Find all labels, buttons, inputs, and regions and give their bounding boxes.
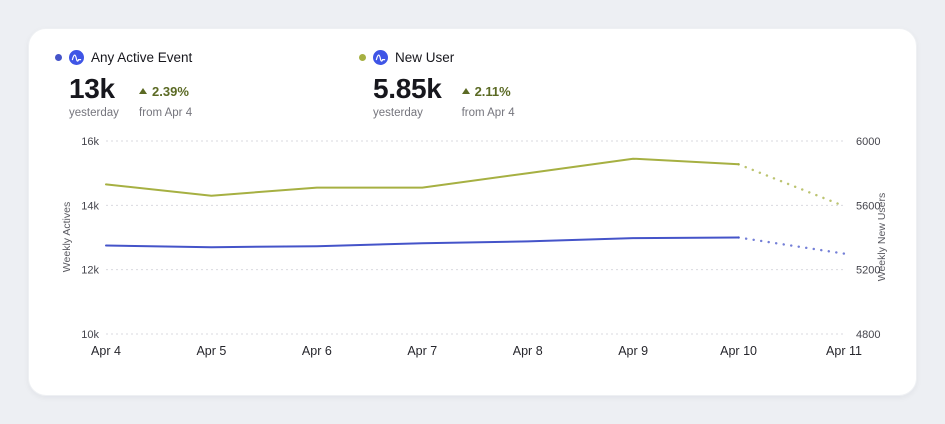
metric-change-value: 2.11% <box>474 83 511 99</box>
right-axis-tick: 5200 <box>856 265 880 277</box>
metric: 5.85k 2.11% yesterday from Apr 4 <box>373 73 515 119</box>
metric-change: 2.39% <box>139 84 189 99</box>
metric-value: 5.85k <box>373 73 442 104</box>
legend-item-any-active-event[interactable]: Any Active Event <box>55 47 192 67</box>
left-axis-tick: 14k <box>81 200 99 212</box>
metric-period: yesterday <box>373 107 423 119</box>
series-summary-any-active-event: Any Active Event 13k 2.39% yesterday fro… <box>55 47 192 119</box>
legend-label: Any Active Event <box>91 49 193 65</box>
metric-value: 13k <box>69 73 115 104</box>
left-axis-tick: 12k <box>81 265 99 277</box>
x-axis-tick: Apr 7 <box>407 344 437 358</box>
legend-dot <box>359 53 366 61</box>
metric-compare: from Apr 4 <box>139 107 193 119</box>
right-axis-tick: 5600 <box>856 200 880 212</box>
legend-dot <box>55 53 62 61</box>
left-axis-tick: 10k <box>81 329 99 341</box>
up-arrow-icon <box>139 88 148 94</box>
chart-area[interactable]: Weekly Actives Weekly New Users 16k 14k 12… <box>29 133 918 383</box>
series-line-dashed-any-active-event[interactable] <box>737 236 846 255</box>
left-axis-tick: 16k <box>81 136 99 148</box>
amplitude-icon <box>69 49 84 65</box>
x-axis-tick: Apr 8 <box>513 344 543 358</box>
series-line-new-user[interactable] <box>105 157 740 197</box>
right-axis-tick: 6000 <box>856 136 880 148</box>
metric-compare: from Apr 4 <box>461 107 515 119</box>
x-axis-tick: Apr 11 <box>826 344 862 358</box>
series-summary-new-user: New User 5.85k 2.11% yesterday from Apr … <box>359 47 515 119</box>
metric-period: yesterday <box>69 107 119 119</box>
metric-change-value: 2.39% <box>152 83 189 99</box>
right-axis-tick: 4800 <box>856 329 880 341</box>
x-axis-tick: Apr 9 <box>618 344 648 358</box>
x-axis-tick: Apr 4 <box>91 344 121 358</box>
legend-label: New User <box>395 49 455 65</box>
x-axis-tick: Apr 5 <box>196 344 226 358</box>
series-line-dashed-new-user[interactable] <box>737 163 846 208</box>
line-chart[interactable]: 16k 14k 12k 10k 6000 5600 5200 4800 Apr 4 Apr 5 Ap… <box>29 133 918 383</box>
amplitude-icon <box>373 49 388 65</box>
metric-change: 2.11% <box>461 83 511 99</box>
metric: 13k 2.39% yesterday from Apr 4 <box>69 73 192 119</box>
metrics-chart-card: Any Active Event 13k 2.39% yesterday fro… <box>28 28 917 396</box>
up-arrow-icon <box>461 88 470 94</box>
series-line-any-active-event[interactable] <box>105 236 740 249</box>
x-axis-tick: Apr 6 <box>302 344 332 358</box>
x-axis-tick: Apr 10 <box>720 344 757 358</box>
legend-item-new-user[interactable]: New User <box>359 47 515 67</box>
